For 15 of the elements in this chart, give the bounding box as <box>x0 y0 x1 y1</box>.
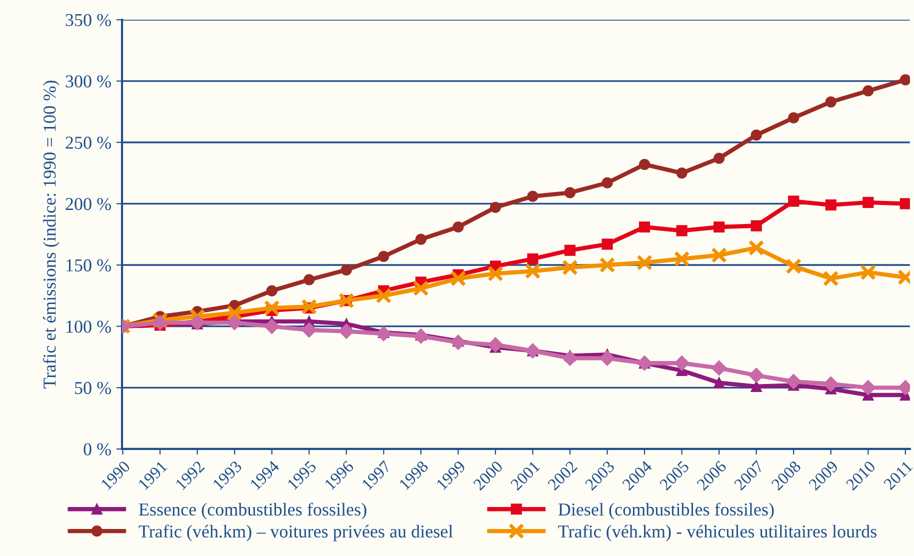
y-tick-label: 250 % <box>66 136 111 149</box>
legend-label: Essence (combustibles fossiles) <box>138 502 366 520</box>
x-tick-label: 2011 <box>883 460 913 490</box>
y-tick-label: 100 % <box>66 320 111 333</box>
x-tick-label: 1991 <box>138 460 168 490</box>
y-tick-label: 200 % <box>66 198 111 210</box>
y-tick-label: 0 % <box>84 443 111 456</box>
legend-label: Trafic (véh.km) – voitures privées au diesel <box>138 524 453 542</box>
y-tick-label: 350 % <box>66 14 111 26</box>
y-tick-label: 50 % <box>75 382 111 394</box>
legend-label: Trafic (véh.km) - véhicules utilitaires lourds <box>558 524 876 542</box>
legend-label: Diesel (combustibles fossiles) <box>558 502 774 520</box>
y-tick-label: 150 % <box>66 259 111 272</box>
y-tick-label: 300 % <box>66 75 111 88</box>
y-axis-title: Trafic et émissions (indice: 1990 = 100 %) <box>42 80 60 388</box>
